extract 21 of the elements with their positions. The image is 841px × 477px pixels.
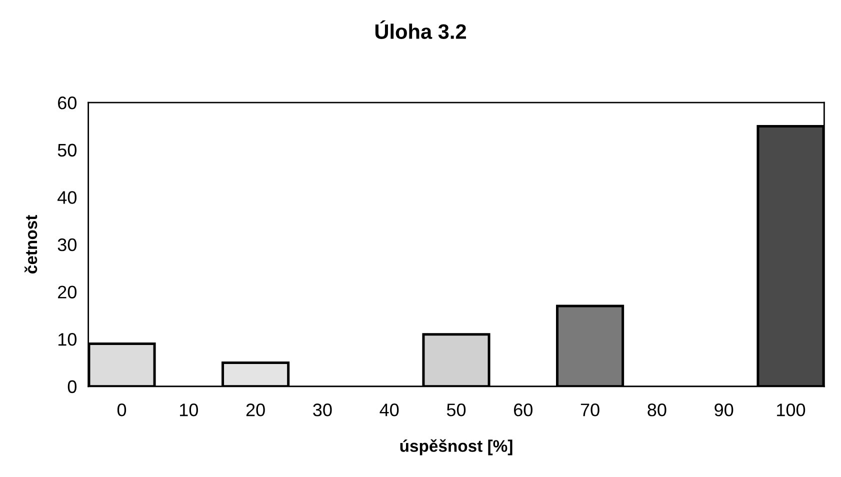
y-tick-label: 40 — [58, 191, 76, 204]
x-tick-label: 10 — [180, 404, 198, 416]
x-tick-label: 100 — [777, 404, 806, 416]
y-tick-label: 30 — [58, 238, 76, 252]
y-tick-label: 0 — [68, 380, 76, 394]
x-tick-label: 90 — [714, 404, 734, 416]
x-axis-title: úspěšnost [%] — [400, 439, 512, 456]
y-axis-title: četnost — [24, 215, 38, 274]
x-tick-label: 30 — [313, 404, 332, 416]
x-tick-label: 40 — [380, 404, 399, 416]
y-tick-label: 50 — [58, 144, 76, 157]
y-tick-label: 10 — [58, 333, 76, 346]
x-tick-label: 60 — [514, 404, 532, 416]
x-tick-label: 80 — [648, 404, 666, 416]
y-tick-label: 60 — [58, 96, 76, 110]
x-tick-label: 70 — [580, 404, 600, 416]
y-tick-label: 20 — [58, 286, 76, 298]
x-tick-label: 0 — [117, 404, 126, 416]
x-tick-label: 50 — [446, 404, 466, 416]
chart-title: Úloha 3.2 — [375, 20, 466, 40]
x-tick-label: 20 — [246, 404, 265, 416]
